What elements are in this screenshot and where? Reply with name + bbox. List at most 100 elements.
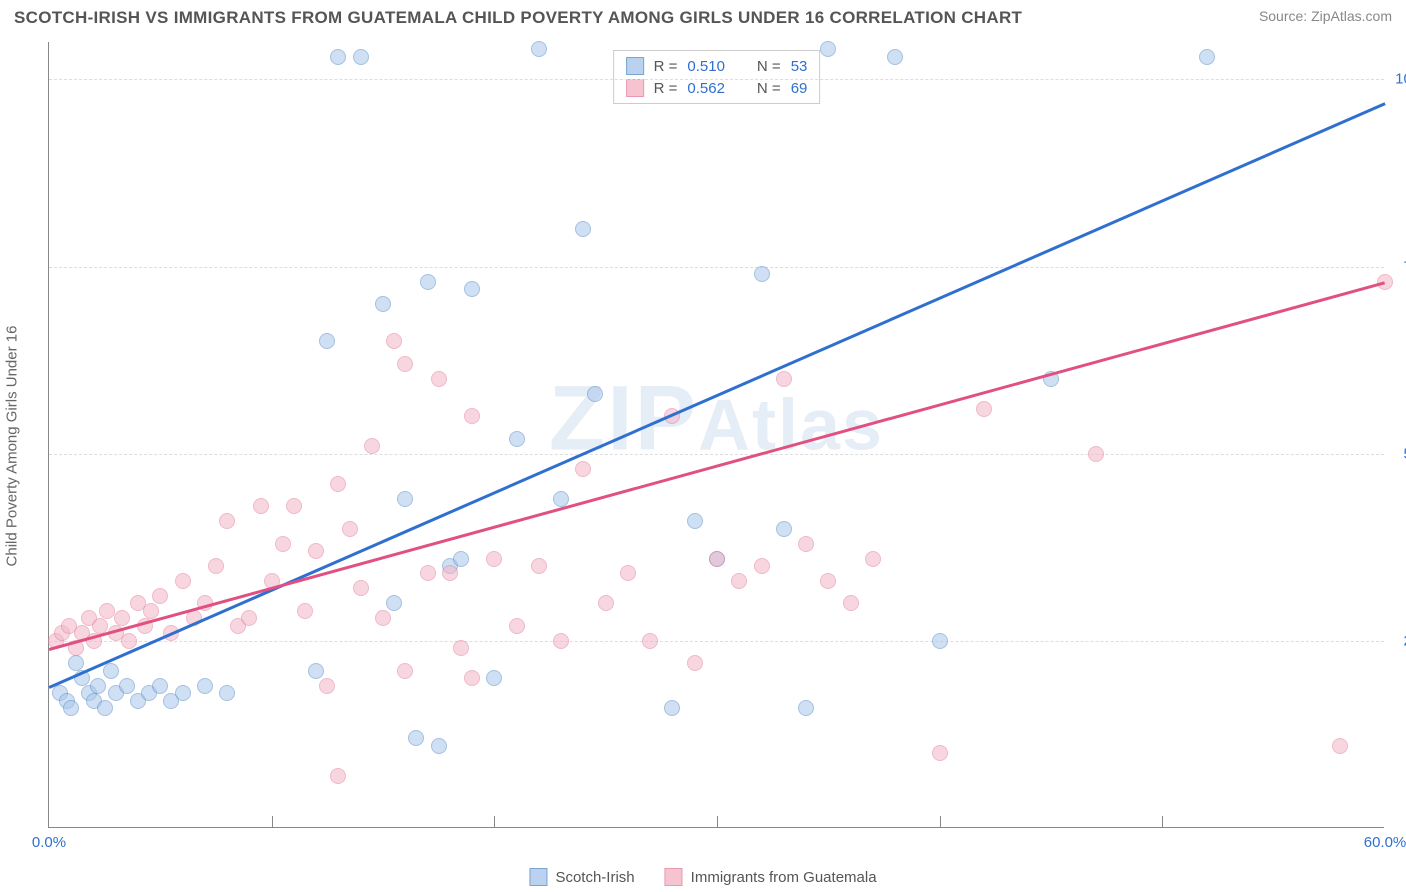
data-point xyxy=(375,296,391,312)
series-legend: Scotch-IrishImmigrants from Guatemala xyxy=(529,868,876,886)
data-point xyxy=(121,633,137,649)
n-value: 69 xyxy=(791,80,808,97)
data-point xyxy=(99,603,115,619)
data-point xyxy=(308,543,324,559)
data-point xyxy=(219,685,235,701)
data-point xyxy=(330,476,346,492)
legend-swatch xyxy=(665,868,683,886)
gridline-horizontal xyxy=(49,641,1384,642)
data-point xyxy=(297,603,313,619)
data-point xyxy=(420,274,436,290)
data-point xyxy=(103,663,119,679)
data-point xyxy=(687,513,703,529)
data-point xyxy=(342,521,358,537)
x-minor-tick xyxy=(717,816,718,828)
data-point xyxy=(1332,738,1348,754)
y-tick-label: 50.0% xyxy=(1391,445,1406,462)
x-tick-label: 0.0% xyxy=(32,834,66,851)
data-point xyxy=(820,41,836,57)
data-point xyxy=(531,558,547,574)
data-point xyxy=(114,610,130,626)
data-point xyxy=(68,655,84,671)
y-tick-label: 100.0% xyxy=(1391,71,1406,88)
data-point xyxy=(509,431,525,447)
data-point xyxy=(642,633,658,649)
r-label: R = xyxy=(654,58,678,75)
data-point xyxy=(453,640,469,656)
trend-line xyxy=(49,282,1386,651)
data-point xyxy=(375,610,391,626)
data-point xyxy=(431,371,447,387)
data-point xyxy=(364,438,380,454)
y-tick-label: 75.0% xyxy=(1391,258,1406,275)
data-point xyxy=(553,491,569,507)
data-point xyxy=(843,595,859,611)
data-point xyxy=(353,580,369,596)
data-point xyxy=(442,565,458,581)
data-point xyxy=(464,670,480,686)
x-minor-tick xyxy=(940,816,941,828)
data-point xyxy=(286,498,302,514)
legend-series-label: Immigrants from Guatemala xyxy=(691,869,877,886)
data-point xyxy=(976,401,992,417)
data-point xyxy=(319,333,335,349)
r-value: 0.510 xyxy=(687,58,725,75)
legend-swatch xyxy=(529,868,547,886)
correlation-legend: R =0.510N =53R =0.562N =69 xyxy=(613,50,821,104)
data-point xyxy=(865,551,881,567)
data-point xyxy=(598,595,614,611)
data-point xyxy=(464,408,480,424)
legend-swatch xyxy=(626,79,644,97)
data-point xyxy=(587,386,603,402)
data-point xyxy=(664,700,680,716)
data-point xyxy=(709,551,725,567)
data-point xyxy=(420,565,436,581)
x-minor-tick xyxy=(494,816,495,828)
data-point xyxy=(208,558,224,574)
gridline-horizontal xyxy=(49,267,1384,268)
data-point xyxy=(776,521,792,537)
data-point xyxy=(397,663,413,679)
data-point xyxy=(687,655,703,671)
data-point xyxy=(464,281,480,297)
data-point xyxy=(798,700,814,716)
data-point xyxy=(253,498,269,514)
data-point xyxy=(575,221,591,237)
n-label: N = xyxy=(757,80,781,97)
legend-swatch xyxy=(626,57,644,75)
data-point xyxy=(241,610,257,626)
data-point xyxy=(486,670,502,686)
data-point xyxy=(932,633,948,649)
data-point xyxy=(1199,49,1215,65)
data-point xyxy=(1088,446,1104,462)
trend-line xyxy=(48,102,1385,688)
data-point xyxy=(798,536,814,552)
gridline-horizontal xyxy=(49,454,1384,455)
data-point xyxy=(152,678,168,694)
legend-stat-row: R =0.510N =53 xyxy=(626,55,808,77)
data-point xyxy=(330,49,346,65)
data-point xyxy=(143,603,159,619)
data-point xyxy=(820,573,836,589)
data-point xyxy=(887,49,903,65)
data-point xyxy=(119,678,135,694)
x-tick-label: 60.0% xyxy=(1364,834,1406,851)
scatter-chart: ZIPAtlas R =0.510N =53R =0.562N =69 25.0… xyxy=(48,42,1384,828)
data-point xyxy=(397,356,413,372)
data-point xyxy=(776,371,792,387)
data-point xyxy=(330,768,346,784)
x-minor-tick xyxy=(272,816,273,828)
data-point xyxy=(486,551,502,567)
y-tick-label: 25.0% xyxy=(1391,632,1406,649)
data-point xyxy=(509,618,525,634)
n-label: N = xyxy=(757,58,781,75)
data-point xyxy=(431,738,447,754)
data-point xyxy=(453,551,469,567)
data-point xyxy=(397,491,413,507)
data-point xyxy=(175,573,191,589)
data-point xyxy=(575,461,591,477)
data-point xyxy=(175,685,191,701)
data-point xyxy=(308,663,324,679)
data-point xyxy=(531,41,547,57)
data-point xyxy=(620,565,636,581)
